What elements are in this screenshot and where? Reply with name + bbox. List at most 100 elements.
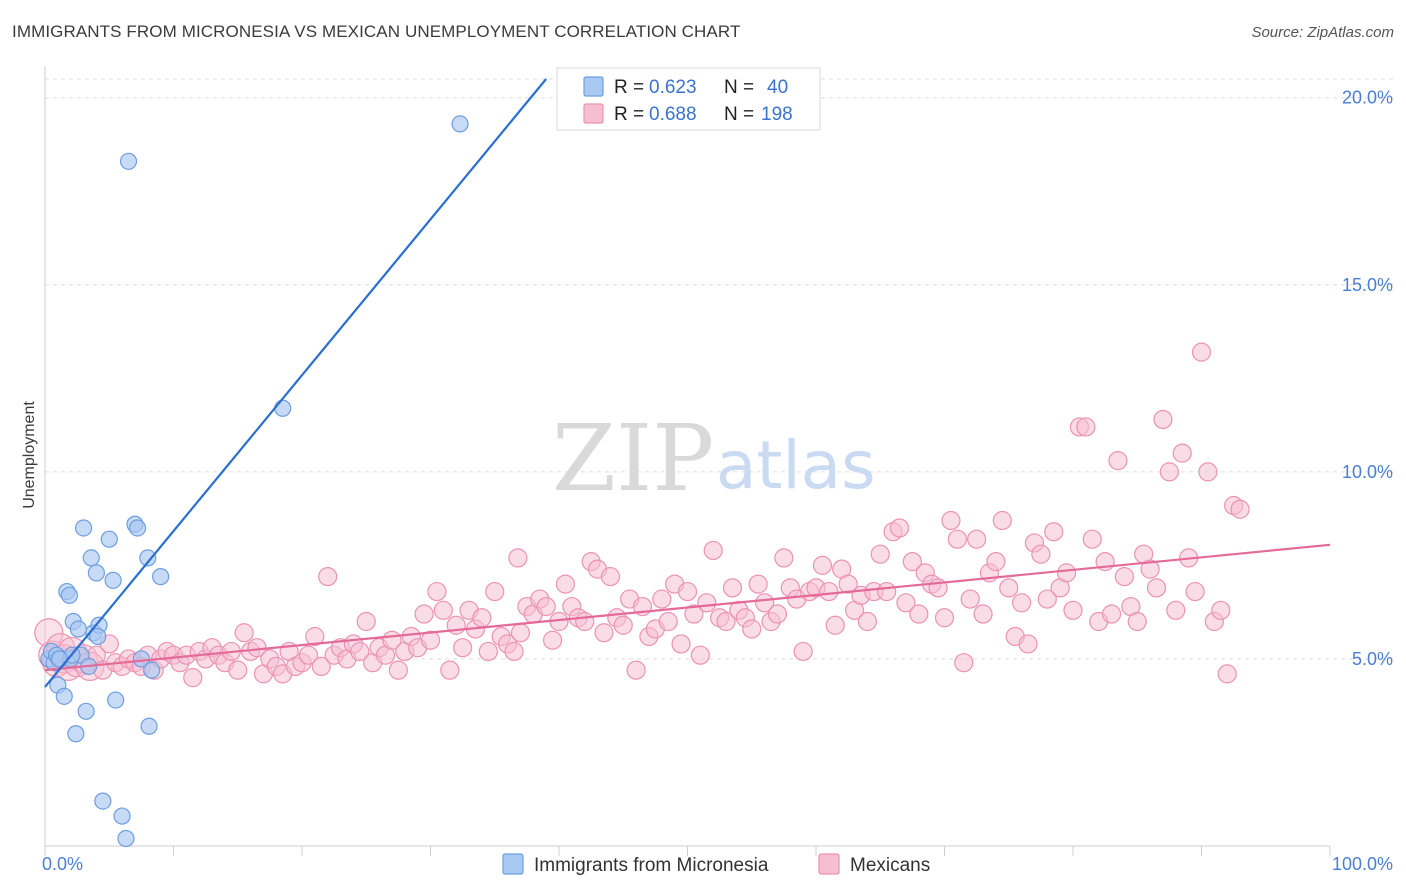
- data-point-micronesia: [140, 717, 158, 735]
- data-point-mexicans: [973, 604, 993, 624]
- watermark: ZIP atlas: [552, 405, 876, 512]
- legend-r-label-2: R =: [614, 104, 644, 125]
- data-point-mexicans: [318, 567, 338, 587]
- data-point-mexicans: [684, 604, 704, 624]
- data-point-mexicans: [508, 548, 528, 568]
- legend-swatch-blue: [583, 76, 604, 97]
- trendlines: [44, 78, 1331, 688]
- data-point-mexicans: [1082, 529, 1102, 549]
- data-point-mexicans: [1011, 593, 1032, 613]
- data-point-mexicans: [1198, 462, 1218, 482]
- data-point-micronesia: [451, 115, 469, 133]
- data-point-mexicans: [1044, 522, 1064, 542]
- trendline-micronesia: [44, 78, 547, 688]
- data-point-micronesia: [117, 829, 135, 848]
- data-point-micronesia: [139, 549, 157, 567]
- legend-label-mexicans: Mexicans: [850, 855, 930, 876]
- data-point-mexicans: [1101, 604, 1122, 624]
- legend-swatch-mexicans: [818, 853, 840, 875]
- data-point-mexicans: [857, 611, 878, 632]
- legend-n-label-1: N =: [724, 77, 754, 98]
- legend-label-micronesia: Immigrants from Micronesia: [534, 855, 769, 876]
- data-point-mexicans: [453, 638, 473, 658]
- data-point-mexicans: [999, 578, 1019, 598]
- data-point-mexicans: [1211, 600, 1231, 620]
- legend-r-value-1: 0.623: [649, 77, 697, 98]
- data-point-mexicans: [594, 623, 614, 643]
- data-point-mexicans: [440, 660, 460, 680]
- data-point-micronesia: [119, 152, 138, 170]
- data-point-mexicans: [1217, 664, 1237, 684]
- data-point-mexicans: [1063, 600, 1083, 620]
- data-point-mexicans: [947, 529, 967, 549]
- data-point-mexicans: [305, 626, 325, 647]
- data-point-micronesia: [143, 661, 161, 679]
- data-point-mexicans: [748, 574, 768, 594]
- y-tick-label: 5.0%: [1352, 649, 1393, 669]
- data-point-micronesia: [104, 571, 122, 589]
- data-point-mexicans: [234, 623, 254, 643]
- watermark-zip: ZIP: [552, 405, 714, 512]
- data-point-mexicans: [812, 555, 833, 575]
- data-point-mexicans: [1172, 443, 1192, 463]
- series-micronesia: [40, 115, 469, 848]
- series-mexicans: [34, 342, 1250, 688]
- data-point-mexicans: [934, 608, 955, 628]
- data-point-mexicans: [626, 660, 646, 680]
- data-point-mexicans: [967, 529, 987, 549]
- data-point-micronesia: [100, 530, 118, 548]
- data-point-mexicans: [954, 653, 974, 673]
- y-tick-label: 10.0%: [1342, 462, 1393, 482]
- data-point-micronesia: [82, 549, 100, 567]
- data-point-mexicans: [754, 593, 775, 613]
- data-point-mexicans: [414, 604, 434, 624]
- watermark-atlas: atlas: [716, 427, 876, 504]
- data-point-mexicans: [1166, 600, 1186, 620]
- legend-swatch-micronesia: [502, 853, 524, 875]
- legend-r-label-1: R =: [614, 77, 644, 98]
- data-point-mexicans: [510, 623, 531, 643]
- data-point-mexicans: [1146, 578, 1167, 598]
- y-axis-ticks: 5.0% 10.0% 15.0% 20.0%: [1342, 88, 1393, 669]
- data-point-mexicans: [716, 611, 736, 632]
- data-point-mexicans: [767, 604, 788, 624]
- x-tick-label: 0.0%: [42, 854, 83, 874]
- x-tick-label: 100.0%: [1332, 854, 1393, 874]
- data-point-mexicans: [697, 593, 717, 613]
- data-point-micronesia: [67, 725, 85, 743]
- data-point-micronesia: [113, 807, 131, 825]
- data-point-mexicans: [889, 518, 910, 538]
- data-point-mexicans: [478, 641, 498, 662]
- data-point-mexicans: [658, 611, 678, 632]
- data-point-mexicans: [960, 589, 980, 609]
- data-point-micronesia: [274, 399, 292, 417]
- data-point-mexicans: [722, 578, 743, 598]
- data-point-mexicans: [870, 544, 890, 564]
- gridlines: [45, 78, 1394, 660]
- y-axis-label: Unemployment: [21, 401, 38, 509]
- data-point-mexicans: [992, 510, 1012, 531]
- y-tick-label: 20.0%: [1342, 88, 1393, 108]
- data-point-micronesia: [94, 792, 112, 810]
- data-point-mexicans: [1159, 462, 1179, 482]
- data-point-mexicans: [183, 668, 203, 688]
- data-point-mexicans: [1191, 342, 1212, 362]
- data-point-mexicans: [1031, 544, 1051, 564]
- data-point-micronesia: [55, 687, 73, 705]
- data-point-mexicans: [575, 611, 595, 632]
- x-axis-ticks: 0.0% 100.0%: [42, 854, 1393, 874]
- legend-n-value-1: 40: [767, 77, 788, 98]
- data-point-mexicans: [427, 581, 447, 602]
- axes: [44, 66, 1331, 856]
- data-point-mexicans: [819, 581, 839, 602]
- data-point-mexicans: [472, 608, 492, 628]
- correlation-legend: R = 0.623 N = 40 R = 0.688 N = 198: [556, 67, 821, 131]
- trendline-mexicans: [44, 543, 1331, 672]
- data-point-mexicans: [690, 645, 710, 665]
- data-point-mexicans: [1127, 611, 1147, 632]
- data-point-mexicans: [485, 581, 505, 602]
- data-point-mexicans: [433, 600, 453, 620]
- data-point-mexicans: [652, 589, 672, 609]
- data-point-mexicans: [420, 630, 441, 650]
